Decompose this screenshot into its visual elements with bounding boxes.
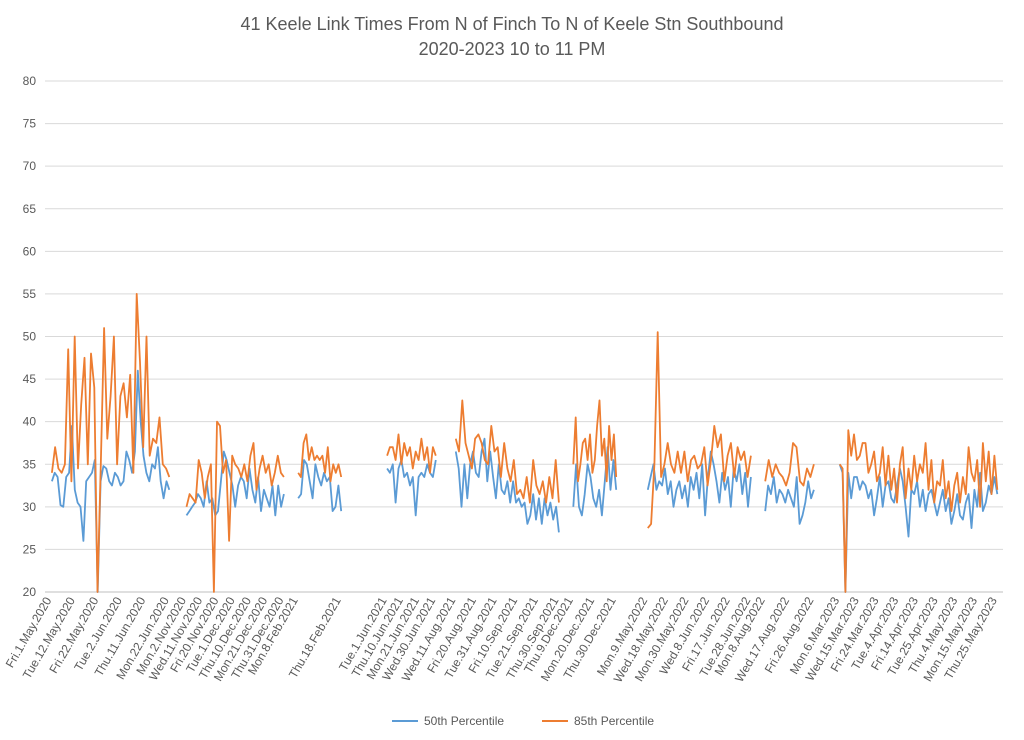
y-tick-label: 20 — [23, 585, 37, 599]
series-line-segment — [386, 433, 437, 474]
legend-label-50th: 50th Percentile — [424, 714, 504, 728]
y-tick-label: 65 — [23, 202, 37, 216]
series-line-segment — [454, 399, 560, 504]
y-tick-label: 70 — [23, 159, 37, 173]
y-tick-label: 25 — [23, 542, 37, 556]
y-tick-label: 35 — [23, 457, 37, 471]
y-axis-tick-labels: 80 75 70 65 60 55 50 45 40 35 30 25 20 — [23, 74, 37, 599]
series-line-segment — [647, 331, 752, 529]
legend-label-85th: 85th Percentile — [574, 714, 654, 728]
y-tick-label: 60 — [23, 244, 37, 258]
series-line-segment — [838, 429, 999, 593]
series-line-segment — [297, 433, 343, 483]
chart-subtitle: 2020-2023 10 to 11 PM — [419, 39, 606, 59]
y-tick-label: 55 — [23, 287, 37, 301]
y-tick-label: 50 — [23, 330, 37, 344]
y-tick-label: 45 — [23, 372, 37, 386]
series-line-segment — [764, 476, 815, 525]
plot-area — [51, 292, 999, 593]
series-50th — [51, 369, 999, 593]
series-line-segment — [764, 442, 815, 487]
series-line-segment — [185, 450, 285, 517]
chart-title: 41 Keele Link Times From N of Finch To N… — [241, 14, 784, 34]
gridlines — [45, 80, 1003, 593]
series-line-segment — [51, 292, 171, 593]
series-line-segment — [51, 369, 171, 593]
series-line-segment — [297, 459, 343, 513]
legend: 50th Percentile 85th Percentile — [392, 714, 654, 728]
series-line-segment — [572, 446, 618, 517]
series-line-segment — [386, 459, 437, 517]
x-axis-tick-labels: Fri.1.May.2020Tue.12.May.2020Fri.22.May.… — [3, 594, 1000, 685]
y-tick-label: 40 — [23, 415, 37, 429]
series-line-segment — [838, 464, 999, 593]
y-tick-label: 80 — [23, 74, 37, 88]
y-tick-label: 30 — [23, 500, 37, 514]
series-line-segment — [572, 399, 618, 483]
series-line-segment — [185, 420, 285, 593]
series-85th — [51, 292, 999, 593]
y-tick-label: 75 — [23, 117, 37, 131]
